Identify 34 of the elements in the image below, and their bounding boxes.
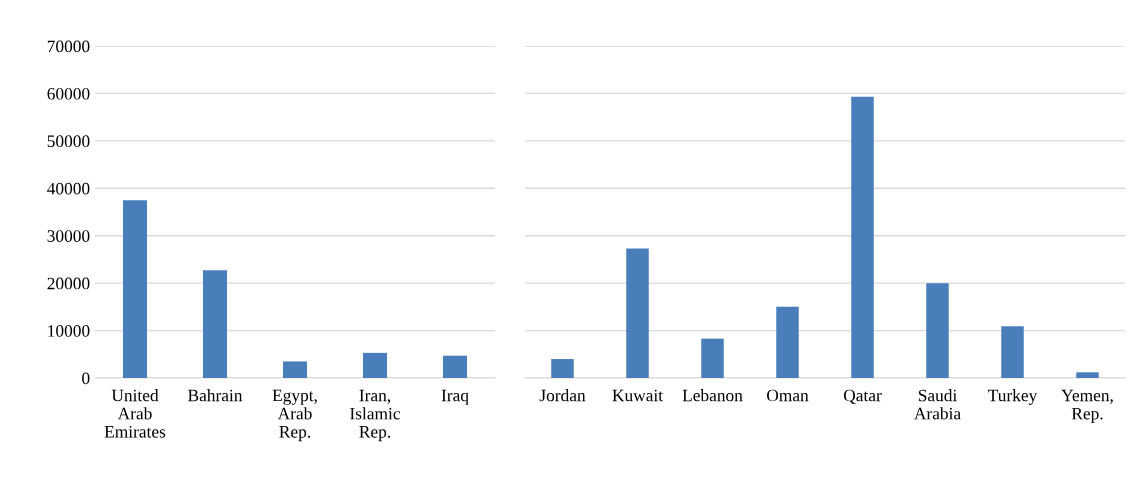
- y-tick-label: 0: [82, 372, 90, 385]
- y-tick-label: 20000: [47, 277, 90, 290]
- bar: [626, 248, 649, 378]
- bar: [926, 283, 949, 378]
- x-tick-label: Kuwait: [612, 389, 663, 402]
- x-tick-label: Qatar: [843, 389, 882, 404]
- bar: [1076, 372, 1099, 378]
- y-tick-label: 60000: [47, 87, 90, 100]
- bar: [1001, 326, 1024, 378]
- x-tick-label: Jordan: [539, 389, 586, 402]
- x-tick-label: Iraq: [441, 389, 469, 405]
- x-tick-label: Bahrain: [188, 389, 243, 402]
- x-tick-label: Lebanon: [682, 389, 743, 402]
- bar: [443, 355, 467, 378]
- bar: [776, 306, 799, 378]
- y-tick-label: 70000: [47, 40, 90, 53]
- y-tick-label: 30000: [47, 230, 90, 242]
- y-tick-label: 50000: [47, 135, 90, 148]
- x-tick-label: Yemen, Rep.: [1061, 389, 1113, 424]
- x-tick-label: Egypt, Arab Rep.: [272, 389, 317, 442]
- bar: [701, 338, 724, 378]
- bar: [283, 361, 307, 378]
- y-tick-label: 10000: [48, 325, 90, 337]
- x-tick-label: Iran, Islamic Rep.: [350, 389, 401, 442]
- bar: [851, 96, 874, 378]
- x-tick-label: Saudi Arabia: [914, 389, 961, 420]
- x-tick-label: United Arab Emirates: [104, 389, 166, 438]
- bar: [123, 200, 147, 378]
- bar: [203, 270, 227, 378]
- y-tick-label: 40000: [47, 182, 90, 195]
- x-tick-label: Turkey: [988, 389, 1038, 405]
- bar: [363, 352, 387, 378]
- bar: [551, 359, 574, 378]
- x-tick-label: Oman: [767, 389, 809, 402]
